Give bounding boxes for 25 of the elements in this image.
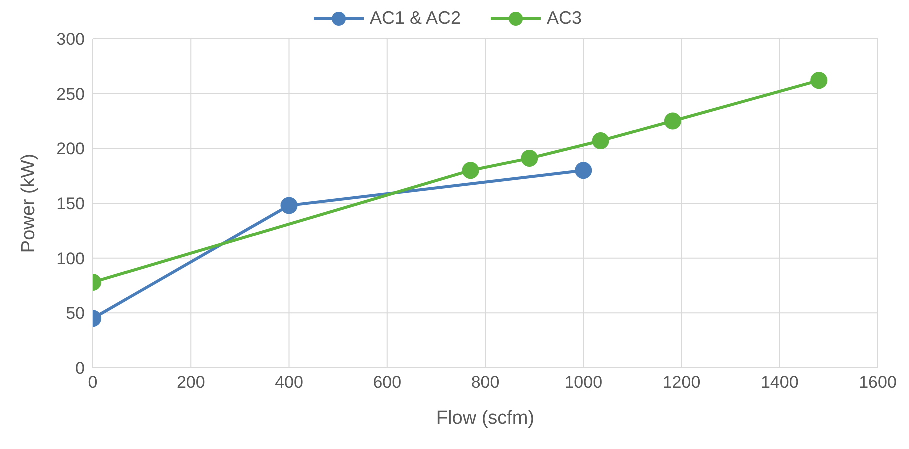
y-tick-label: 250 [56, 84, 85, 104]
y-tick-label: 150 [56, 194, 85, 214]
x-tick-label: 800 [471, 373, 500, 392]
y-axis-title: Power (kW) [18, 154, 40, 254]
point [521, 150, 538, 168]
point [664, 112, 682, 130]
y-tick-label: 50 [66, 304, 85, 324]
y-tick-label: 200 [56, 140, 85, 159]
y-tick-label: 300 [56, 30, 85, 50]
x-tick-label: 1400 [760, 373, 799, 392]
x-tick-label: 200 [176, 373, 206, 392]
x-axis-title: Flow (scfm) [436, 408, 535, 429]
y-tick-label: 100 [56, 249, 85, 268]
x-tick-label: 1600 [859, 373, 897, 392]
point [575, 162, 592, 180]
point [462, 162, 480, 180]
legend-label: AC3 [547, 8, 582, 29]
x-tick-label: 0 [88, 373, 98, 392]
y-tick-label: 0 [76, 359, 85, 378]
x-tick-label: 400 [275, 373, 304, 392]
x-tick-label: 1000 [564, 373, 603, 392]
point [592, 132, 610, 150]
x-tick-label: 600 [373, 373, 402, 392]
x-tick-label: 1200 [662, 373, 701, 392]
legend-label: AC1 & AC2 [370, 8, 462, 29]
